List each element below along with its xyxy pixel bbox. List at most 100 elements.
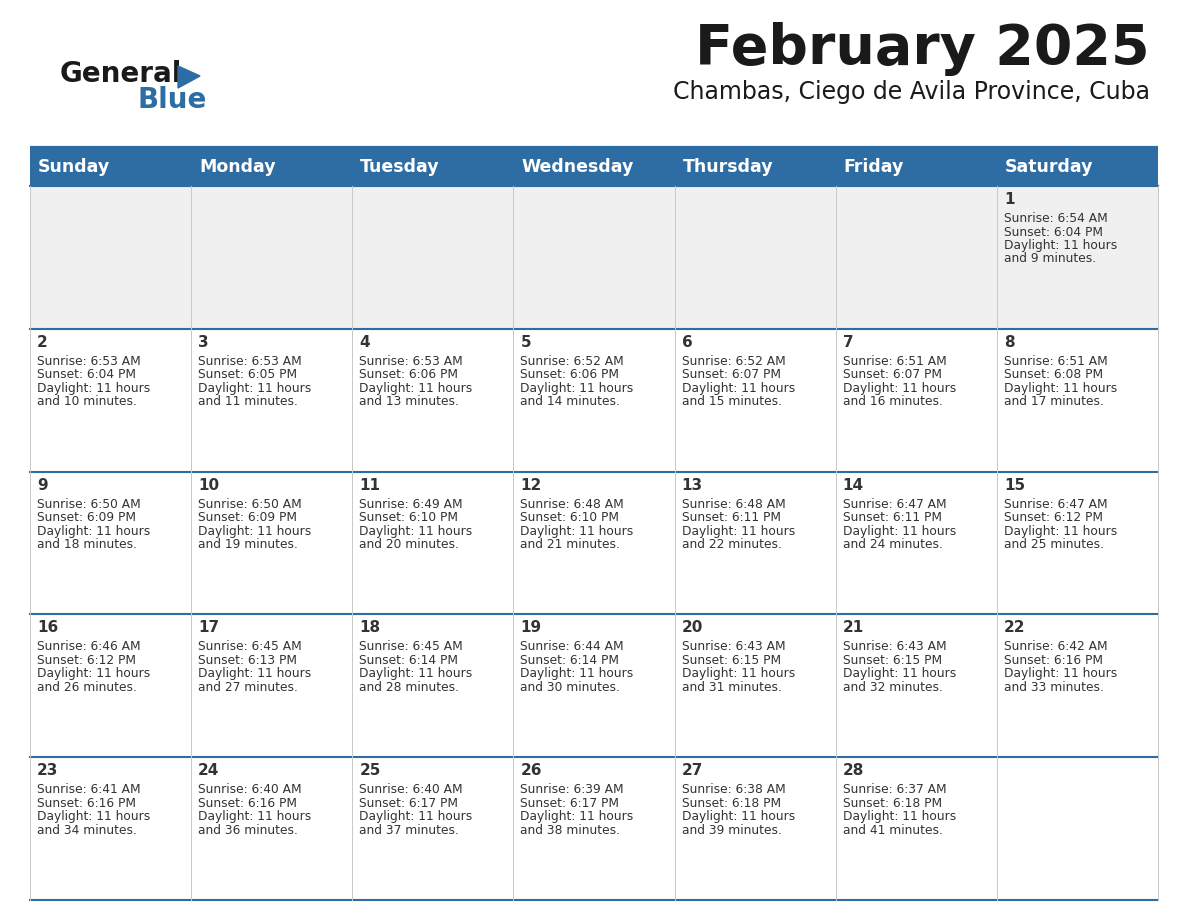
Text: 4: 4: [359, 335, 369, 350]
Text: Sunset: 6:12 PM: Sunset: 6:12 PM: [1004, 511, 1102, 524]
Bar: [513, 186, 675, 329]
Text: and 37 minutes.: and 37 minutes.: [359, 823, 459, 836]
Text: Sunrise: 6:45 AM: Sunrise: 6:45 AM: [359, 641, 463, 654]
Text: and 9 minutes.: and 9 minutes.: [1004, 252, 1097, 265]
Text: Monday: Monday: [200, 158, 276, 176]
Text: Daylight: 11 hours: Daylight: 11 hours: [37, 382, 150, 395]
Text: Sunrise: 6:38 AM: Sunrise: 6:38 AM: [682, 783, 785, 796]
Text: 12: 12: [520, 477, 542, 493]
Text: Sunrise: 6:42 AM: Sunrise: 6:42 AM: [1004, 641, 1107, 654]
Text: Sunrise: 6:49 AM: Sunrise: 6:49 AM: [359, 498, 463, 510]
Text: Sunrise: 6:52 AM: Sunrise: 6:52 AM: [682, 354, 785, 368]
Bar: [353, 186, 513, 329]
Bar: [997, 614, 1158, 757]
Bar: [835, 186, 997, 329]
Text: Daylight: 11 hours: Daylight: 11 hours: [359, 811, 473, 823]
Bar: [513, 472, 675, 614]
Bar: [835, 614, 997, 757]
Text: 11: 11: [359, 477, 380, 493]
Text: 7: 7: [842, 335, 853, 350]
Text: and 10 minutes.: and 10 minutes.: [37, 396, 137, 409]
Text: 25: 25: [359, 763, 380, 778]
Text: Daylight: 11 hours: Daylight: 11 hours: [842, 382, 956, 395]
Polygon shape: [178, 66, 200, 88]
Text: and 25 minutes.: and 25 minutes.: [1004, 538, 1104, 551]
Text: Sunrise: 6:48 AM: Sunrise: 6:48 AM: [682, 498, 785, 510]
Bar: [353, 614, 513, 757]
Text: February 2025: February 2025: [695, 22, 1150, 76]
Text: 27: 27: [682, 763, 703, 778]
Text: Sunrise: 6:47 AM: Sunrise: 6:47 AM: [1004, 498, 1107, 510]
Text: Daylight: 11 hours: Daylight: 11 hours: [37, 524, 150, 538]
Text: Sunrise: 6:50 AM: Sunrise: 6:50 AM: [198, 498, 302, 510]
Text: Sunset: 6:15 PM: Sunset: 6:15 PM: [842, 654, 942, 666]
Text: and 34 minutes.: and 34 minutes.: [37, 823, 137, 836]
Text: Sunset: 6:16 PM: Sunset: 6:16 PM: [37, 797, 135, 810]
Text: Sunset: 6:17 PM: Sunset: 6:17 PM: [359, 797, 459, 810]
Text: and 14 minutes.: and 14 minutes.: [520, 396, 620, 409]
Text: 19: 19: [520, 621, 542, 635]
Text: Daylight: 11 hours: Daylight: 11 hours: [1004, 382, 1117, 395]
Bar: [675, 186, 835, 329]
Bar: [835, 329, 997, 472]
Text: and 13 minutes.: and 13 minutes.: [359, 396, 459, 409]
Text: 23: 23: [37, 763, 58, 778]
Text: 2: 2: [37, 335, 48, 350]
Text: Sunrise: 6:45 AM: Sunrise: 6:45 AM: [198, 641, 302, 654]
Text: Sunset: 6:07 PM: Sunset: 6:07 PM: [682, 368, 781, 381]
Bar: [513, 757, 675, 900]
Text: and 22 minutes.: and 22 minutes.: [682, 538, 782, 551]
Text: Sunrise: 6:47 AM: Sunrise: 6:47 AM: [842, 498, 947, 510]
Text: Sunset: 6:10 PM: Sunset: 6:10 PM: [520, 511, 619, 524]
Text: Sunrise: 6:37 AM: Sunrise: 6:37 AM: [842, 783, 947, 796]
Text: Daylight: 11 hours: Daylight: 11 hours: [682, 811, 795, 823]
Text: Sunset: 6:15 PM: Sunset: 6:15 PM: [682, 654, 781, 666]
Text: Daylight: 11 hours: Daylight: 11 hours: [1004, 667, 1117, 680]
Text: Sunrise: 6:53 AM: Sunrise: 6:53 AM: [359, 354, 463, 368]
Text: Daylight: 11 hours: Daylight: 11 hours: [198, 667, 311, 680]
Text: Daylight: 11 hours: Daylight: 11 hours: [842, 667, 956, 680]
Text: and 39 minutes.: and 39 minutes.: [682, 823, 782, 836]
Text: Sunset: 6:12 PM: Sunset: 6:12 PM: [37, 654, 135, 666]
Text: and 27 minutes.: and 27 minutes.: [198, 681, 298, 694]
Bar: [191, 329, 353, 472]
Text: Sunrise: 6:53 AM: Sunrise: 6:53 AM: [198, 354, 302, 368]
Text: 5: 5: [520, 335, 531, 350]
Text: Sunset: 6:06 PM: Sunset: 6:06 PM: [520, 368, 619, 381]
Bar: [30, 329, 191, 472]
Bar: [30, 148, 1158, 186]
Text: and 41 minutes.: and 41 minutes.: [842, 823, 942, 836]
Text: Daylight: 11 hours: Daylight: 11 hours: [198, 524, 311, 538]
Bar: [30, 614, 191, 757]
Text: 3: 3: [198, 335, 209, 350]
Text: Sunrise: 6:43 AM: Sunrise: 6:43 AM: [682, 641, 785, 654]
Text: and 33 minutes.: and 33 minutes.: [1004, 681, 1104, 694]
Bar: [353, 472, 513, 614]
Bar: [997, 329, 1158, 472]
Text: and 17 minutes.: and 17 minutes.: [1004, 396, 1104, 409]
Text: Thursday: Thursday: [683, 158, 773, 176]
Text: Sunset: 6:11 PM: Sunset: 6:11 PM: [842, 511, 942, 524]
Text: Sunset: 6:17 PM: Sunset: 6:17 PM: [520, 797, 619, 810]
Text: Blue: Blue: [138, 86, 208, 114]
Bar: [191, 757, 353, 900]
Text: 9: 9: [37, 477, 48, 493]
Text: Sunset: 6:14 PM: Sunset: 6:14 PM: [359, 654, 459, 666]
Text: Sunrise: 6:41 AM: Sunrise: 6:41 AM: [37, 783, 140, 796]
Text: and 21 minutes.: and 21 minutes.: [520, 538, 620, 551]
Text: and 26 minutes.: and 26 minutes.: [37, 681, 137, 694]
Text: Daylight: 11 hours: Daylight: 11 hours: [359, 667, 473, 680]
Text: Sunset: 6:10 PM: Sunset: 6:10 PM: [359, 511, 459, 524]
Bar: [191, 614, 353, 757]
Text: Sunset: 6:06 PM: Sunset: 6:06 PM: [359, 368, 459, 381]
Text: Sunset: 6:09 PM: Sunset: 6:09 PM: [198, 511, 297, 524]
Text: Sunrise: 6:54 AM: Sunrise: 6:54 AM: [1004, 212, 1107, 225]
Text: Sunset: 6:18 PM: Sunset: 6:18 PM: [682, 797, 781, 810]
Text: 20: 20: [682, 621, 703, 635]
Bar: [353, 757, 513, 900]
Text: and 32 minutes.: and 32 minutes.: [842, 681, 942, 694]
Text: Sunset: 6:14 PM: Sunset: 6:14 PM: [520, 654, 619, 666]
Text: Daylight: 11 hours: Daylight: 11 hours: [520, 811, 633, 823]
Text: Saturday: Saturday: [1005, 158, 1093, 176]
Bar: [30, 757, 191, 900]
